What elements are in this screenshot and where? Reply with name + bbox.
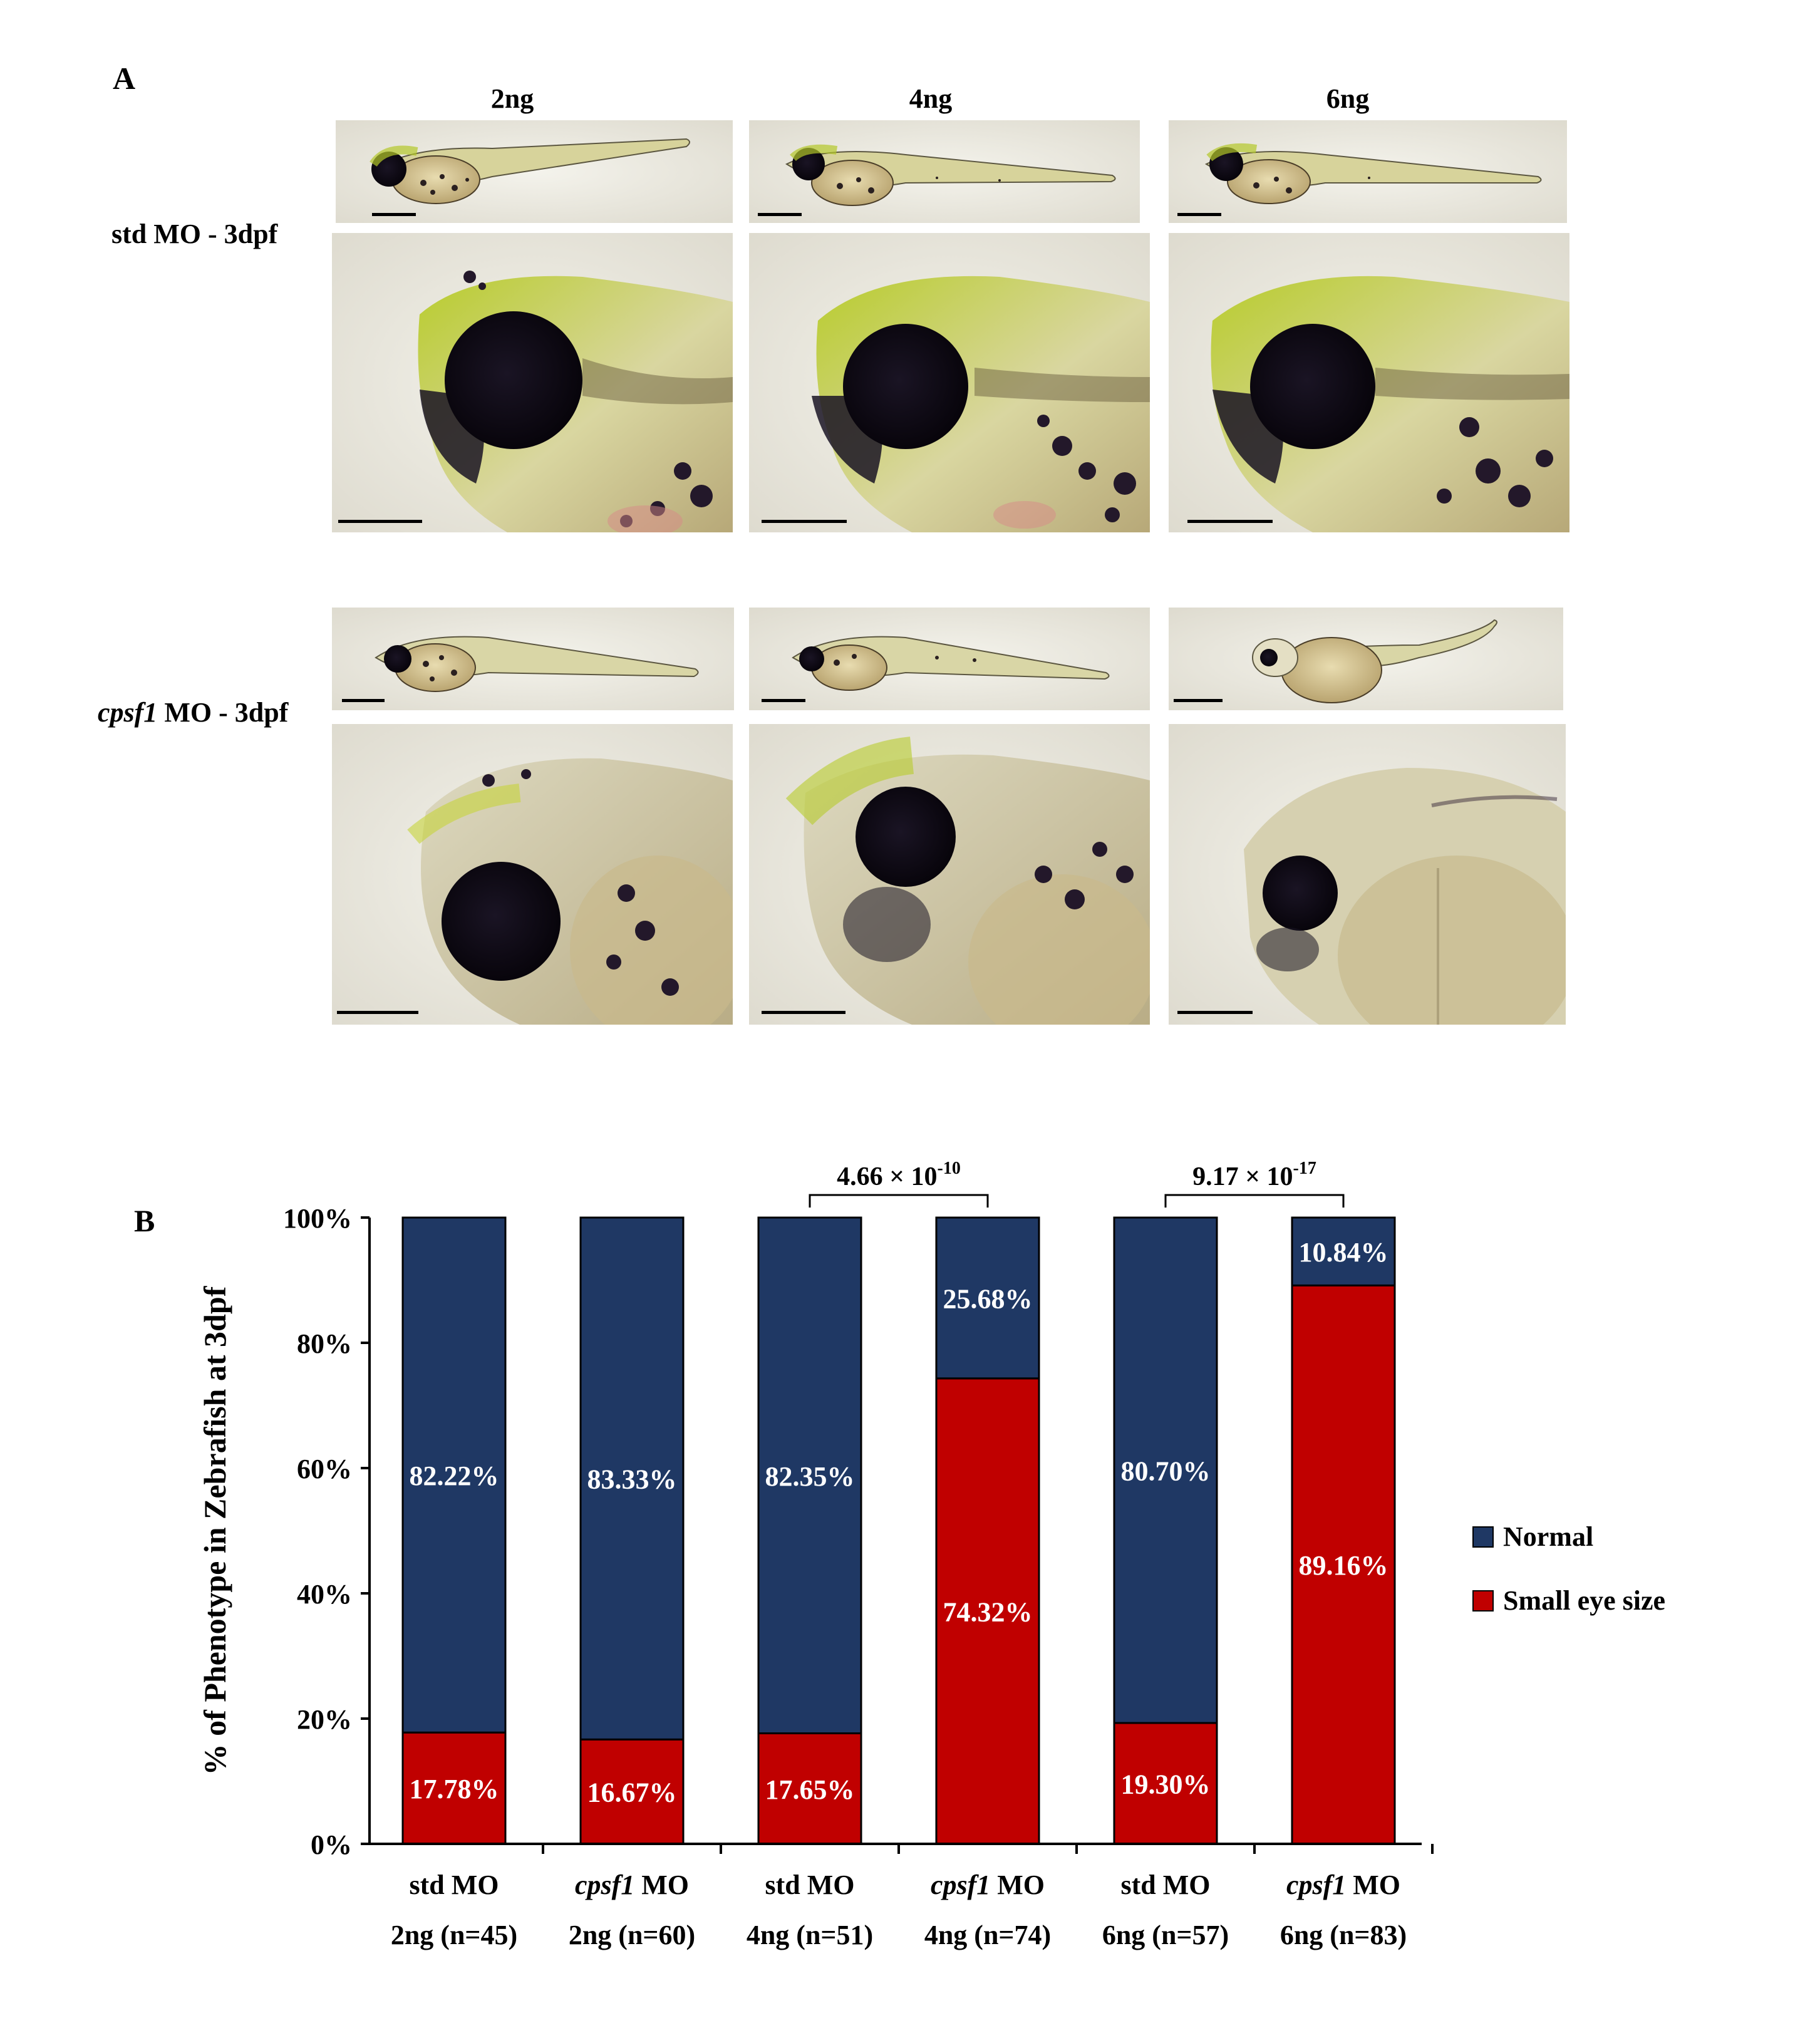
panel-b-letter: B — [134, 1203, 155, 1238]
photo-cpsf1-2ng-whole — [332, 608, 734, 710]
bar-small-eye-segment — [401, 1731, 507, 1845]
data-label: 82.35% — [765, 1461, 855, 1492]
scale-bar — [372, 213, 416, 216]
scale-bar — [342, 699, 385, 702]
bar-normal-segment — [757, 1216, 862, 1734]
y-tick-label: 60% — [297, 1454, 352, 1484]
x-tick-label-line1: std MO — [409, 1870, 499, 1900]
x-tick-label-line1: cpsf1 MO — [931, 1870, 1045, 1900]
photo-std-4ng-head — [749, 233, 1150, 532]
y-tick-label: 0% — [311, 1829, 352, 1860]
bar-small-eye-segment — [935, 1377, 1040, 1845]
scale-bar — [762, 520, 847, 523]
x-tick-label-line1: cpsf1 MO — [1286, 1870, 1400, 1900]
data-label: 80.70% — [1121, 1456, 1211, 1487]
data-label: 17.78% — [410, 1774, 499, 1804]
bar-normal-segment — [401, 1216, 507, 1734]
photo-std-4ng-whole — [749, 120, 1140, 223]
legend-swatch — [1472, 1526, 1494, 1548]
bar-small-eye-segment — [757, 1732, 862, 1845]
significance-bracket — [1164, 1194, 1345, 1208]
bar-normal-segment — [1291, 1216, 1396, 1286]
x-tick-label-line2: 2ng (n=45) — [391, 1920, 517, 1950]
data-label: 19.30% — [1121, 1769, 1211, 1800]
photo-cpsf1-6ng-whole — [1169, 608, 1563, 710]
legend-swatch — [1472, 1590, 1494, 1612]
row-label-gene: cpsf1 — [98, 697, 158, 728]
panel-a-letter: A — [113, 61, 136, 96]
data-label: 10.84% — [1299, 1237, 1388, 1268]
data-label: 74.32% — [943, 1596, 1033, 1627]
dose-header-2ng: 2ng — [490, 83, 534, 114]
data-label: 25.68% — [943, 1283, 1033, 1314]
p-value-label: 4.66 × 10-10 — [837, 1159, 961, 1191]
photo-std-2ng-head — [332, 233, 733, 532]
data-label: 82.22% — [410, 1461, 499, 1491]
scale-bar — [337, 1011, 418, 1014]
photo-std-6ng-head — [1169, 233, 1569, 532]
scale-bar — [1177, 1011, 1253, 1014]
scale-bar — [338, 520, 422, 523]
y-tick-label: 80% — [297, 1328, 352, 1359]
scale-bar — [1187, 520, 1273, 523]
row-label-cpsf1-mo: cpsf1 MO - 3dpf — [98, 696, 288, 728]
dose-header-6ng: 6ng — [1326, 83, 1370, 114]
photo-cpsf1-6ng-head — [1169, 724, 1566, 1025]
row-label-std-mo: std MO - 3dpf — [111, 219, 278, 249]
photo-std-6ng-whole — [1169, 120, 1567, 223]
bar-normal-segment — [935, 1216, 1040, 1380]
y-tick-label: 40% — [297, 1579, 352, 1610]
row-label-rest: MO - 3dpf — [157, 697, 289, 728]
bar-normal-segment — [579, 1216, 685, 1741]
x-tick-label-line1: std MO — [765, 1870, 854, 1900]
y-axis-title: % of Phenotype in Zebrafish at 3dpf — [197, 1285, 232, 1775]
x-tick-label-line2: 6ng (n=57) — [1102, 1920, 1229, 1950]
photo-cpsf1-2ng-head — [332, 724, 733, 1025]
significance-bracket — [809, 1194, 989, 1208]
bar-small-eye-segment — [579, 1738, 685, 1845]
y-tick-label: 100% — [283, 1203, 352, 1234]
scale-bar — [762, 1011, 845, 1014]
p-value-label: 9.17 × 10-17 — [1192, 1159, 1316, 1191]
x-tick-label-line2: 6ng (n=83) — [1280, 1920, 1407, 1950]
legend-label: Small eye size — [1503, 1585, 1665, 1616]
scale-bar — [758, 213, 802, 216]
y-tick-label: 20% — [297, 1704, 352, 1735]
bar-normal-segment — [1113, 1216, 1218, 1724]
photo-cpsf1-4ng-whole — [749, 608, 1150, 710]
x-tick-label-line1: std MO — [1120, 1870, 1210, 1900]
legend-label: Normal — [1503, 1521, 1593, 1552]
bar-small-eye-segment — [1291, 1284, 1396, 1845]
dose-header-4ng: 4ng — [909, 83, 953, 114]
x-tick-label-line2: 4ng (n=74) — [924, 1920, 1051, 1950]
photo-std-2ng-whole — [336, 120, 733, 223]
scale-bar — [762, 699, 805, 702]
x-tick-label-line1: cpsf1 MO — [575, 1870, 689, 1900]
bar-small-eye-segment — [1113, 1722, 1218, 1845]
scale-bar — [1177, 213, 1221, 216]
data-label: 89.16% — [1299, 1550, 1388, 1581]
data-label: 17.65% — [765, 1774, 855, 1805]
x-tick-label-line2: 2ng (n=60) — [569, 1920, 695, 1950]
x-tick-label-line2: 4ng (n=51) — [747, 1920, 873, 1950]
data-label: 16.67% — [587, 1777, 677, 1808]
data-label: 83.33% — [587, 1464, 677, 1495]
photo-cpsf1-4ng-head — [749, 724, 1150, 1025]
scale-bar — [1174, 699, 1223, 702]
